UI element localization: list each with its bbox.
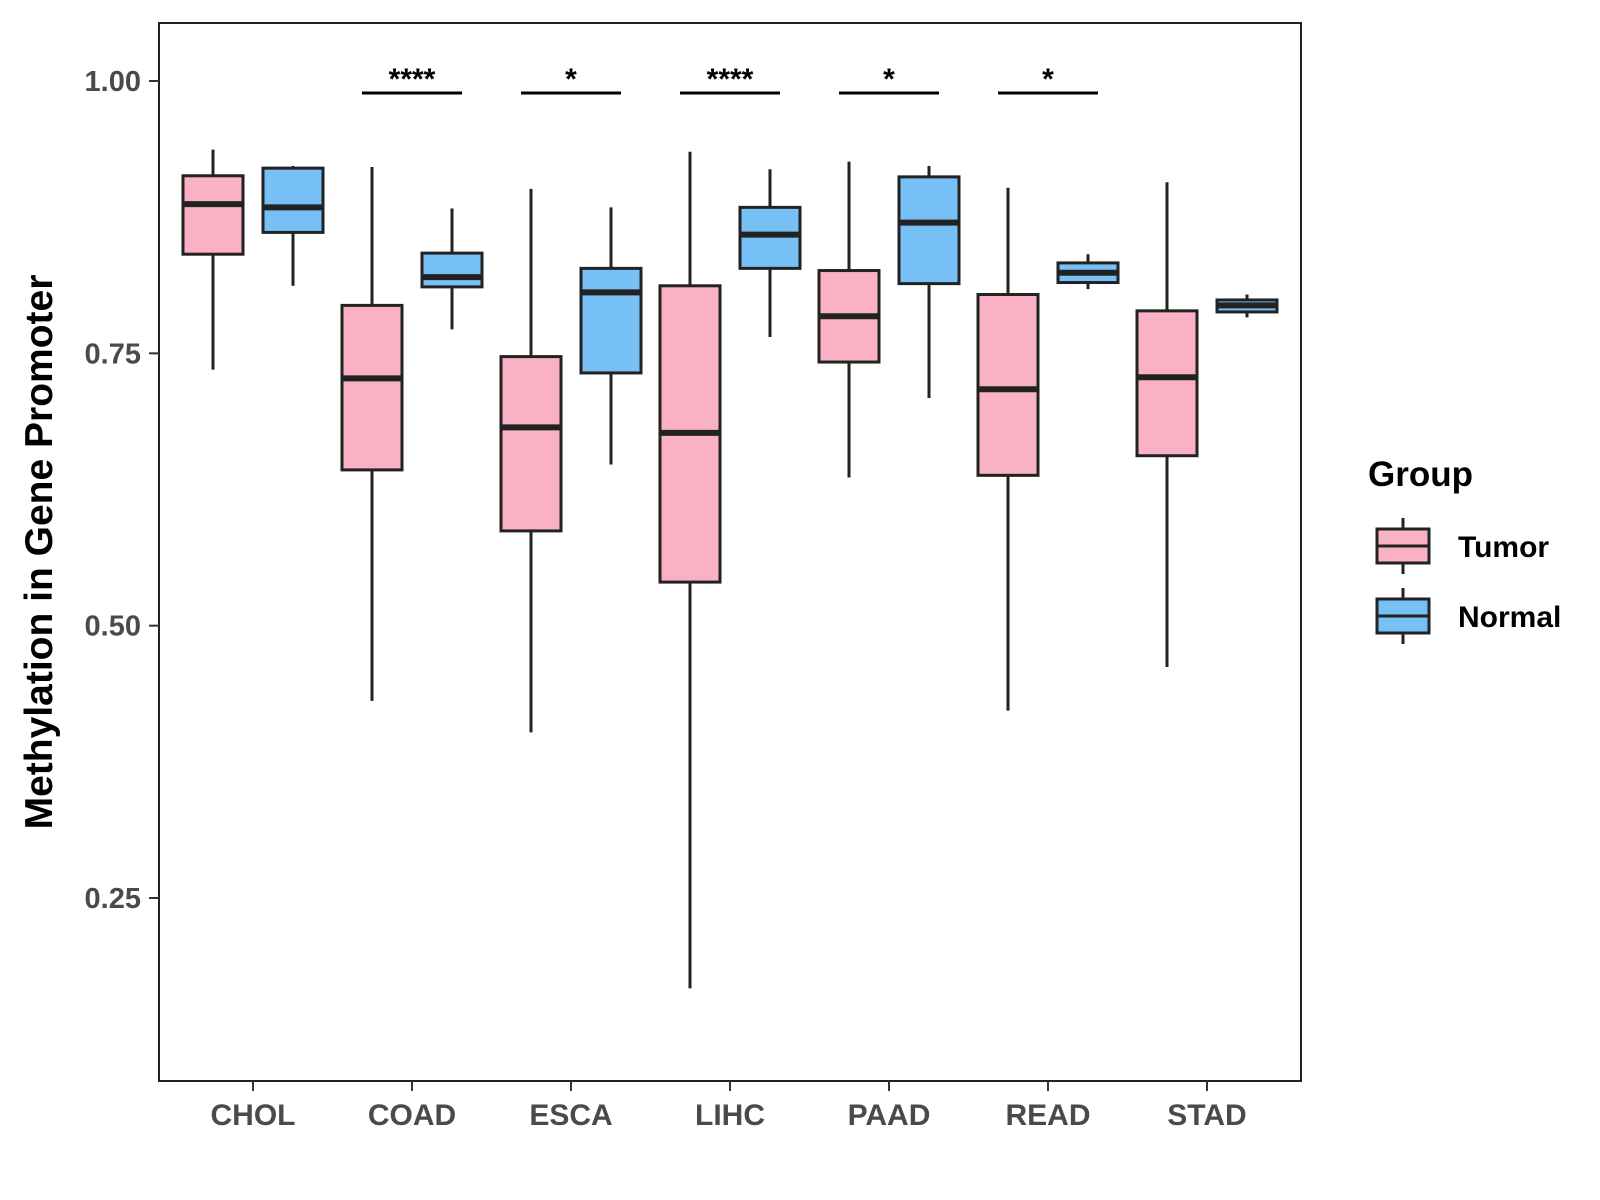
box-body [1135, 309, 1199, 458]
box-body [738, 205, 802, 270]
legend: Group Tumor Normal [1368, 455, 1561, 644]
plot-panel [158, 22, 1302, 1082]
box-normal-read [1056, 254, 1120, 290]
y-tick-label: 1.00 [85, 66, 141, 98]
x-tick-label: ESCA [529, 1099, 612, 1132]
box-normal-paad [897, 165, 961, 398]
box-tumor-esca [499, 188, 563, 733]
box-body [499, 355, 563, 533]
box-tumor-stad [1135, 182, 1199, 668]
y-axis: 0.25 0.50 0.75 1.00 [85, 66, 159, 915]
significance-label: **** [389, 63, 436, 96]
box-body [897, 175, 961, 286]
x-tick-label: COAD [368, 1099, 456, 1132]
box-normal-chol [261, 165, 325, 286]
significance-label: * [1042, 63, 1054, 96]
x-tick-label: CHOL [211, 1099, 296, 1132]
y-axis-title: Methylation in Gene Promoter [18, 275, 61, 830]
legend-label-normal: Normal [1458, 601, 1561, 634]
x-tick-label: STAD [1167, 1099, 1246, 1132]
significance-annotations: **** * **** * * [362, 63, 1098, 96]
box-normal-stad [1215, 294, 1279, 318]
x-tick-label: PAAD [848, 1099, 931, 1132]
x-tick-label: LIHC [695, 1099, 765, 1132]
box-normal-coad [420, 208, 484, 330]
legend-label-tumor: Tumor [1458, 531, 1549, 564]
box-body [340, 303, 404, 472]
significance-label: * [565, 63, 577, 96]
significance-label: * [883, 63, 895, 96]
box-series [181, 149, 1279, 989]
x-axis: CHOL COAD ESCA LIHC PAAD READ STAD [211, 1081, 1247, 1132]
box-body [181, 174, 245, 256]
box-tumor-coad [340, 167, 404, 701]
box-body [579, 266, 643, 375]
significance-label: **** [707, 63, 754, 96]
box-tumor-paad [817, 161, 881, 478]
x-tick-label: READ [1005, 1099, 1090, 1132]
y-tick-label: 0.50 [85, 611, 141, 643]
y-tick-label: 0.25 [85, 883, 141, 915]
box-tumor-chol [181, 149, 245, 370]
box-body [420, 251, 484, 289]
box-tumor-read [976, 187, 1040, 711]
box-body [261, 166, 325, 234]
box-tumor-lihc [658, 151, 722, 989]
box-normal-esca [579, 207, 643, 465]
legend-title: Group [1368, 455, 1473, 494]
box-body [976, 293, 1040, 477]
box-normal-lihc [738, 169, 802, 337]
y-tick-label: 0.75 [85, 338, 141, 370]
